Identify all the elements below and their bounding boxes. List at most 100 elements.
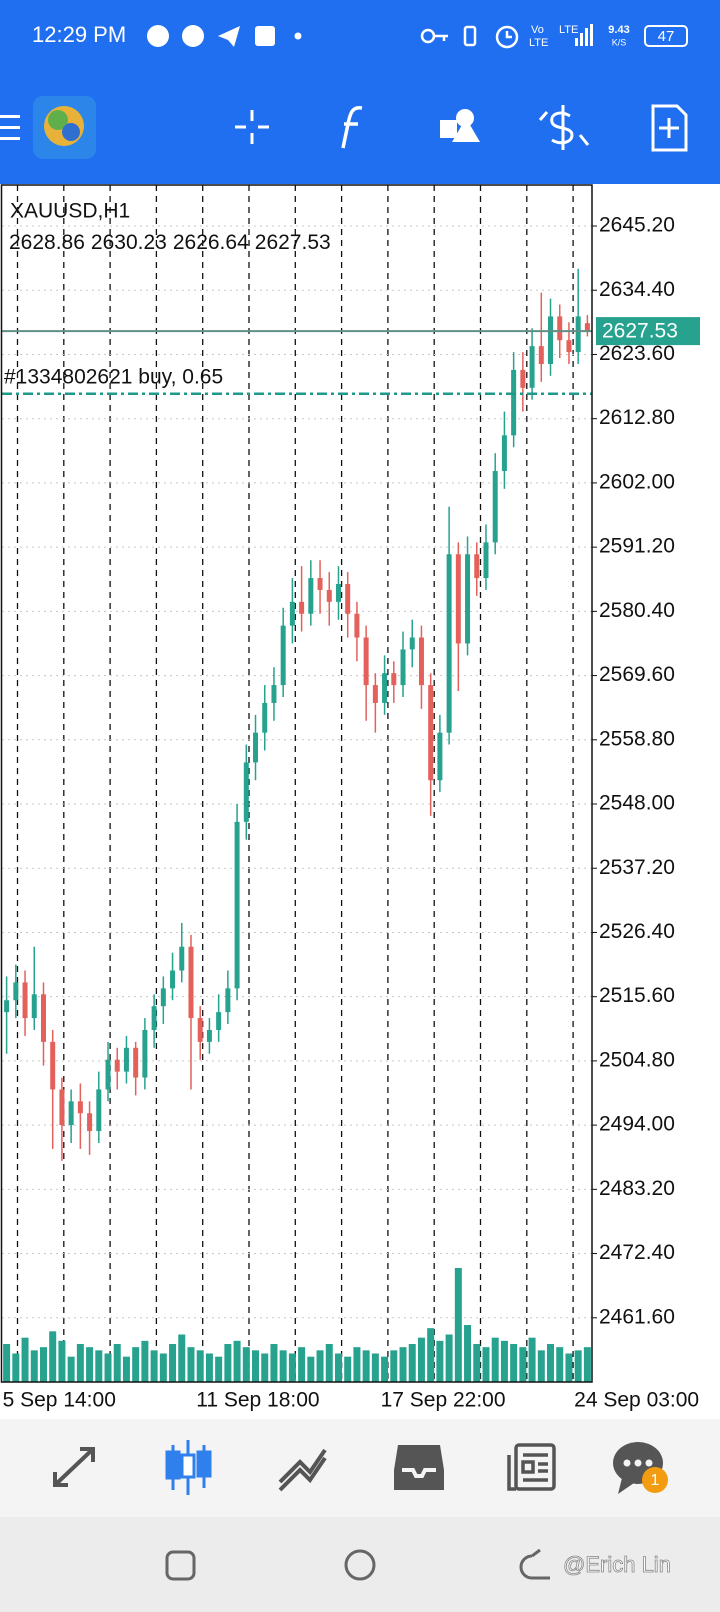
volume-bar xyxy=(169,1344,177,1382)
candle-body xyxy=(262,702,268,733)
status-lte: LTE xyxy=(559,24,578,36)
candle-body xyxy=(234,821,240,989)
quotes-tab[interactable] xyxy=(53,1447,95,1487)
chart: 2645.20 2634.40 2623.60 2612.80 2602.00 2591.… xyxy=(0,184,700,1412)
candle-body xyxy=(446,554,452,733)
candle-body xyxy=(253,732,259,763)
volume-bar xyxy=(307,1356,315,1382)
candle-body xyxy=(483,542,489,579)
y-tick-label: 2591.20 xyxy=(599,535,675,558)
nav-recents[interactable] xyxy=(165,1550,196,1581)
y-tick-label: 2526.40 xyxy=(599,920,675,943)
candle-body xyxy=(428,685,434,781)
news-tab[interactable] xyxy=(507,1443,556,1491)
volume-bar xyxy=(500,1340,508,1382)
volume-bar xyxy=(261,1353,269,1382)
y-tick-label: 2623.60 xyxy=(599,342,675,365)
volume-bar xyxy=(528,1337,536,1382)
candle-body xyxy=(538,346,544,364)
ohlc-readout: 2628.86 2630.23 2626.64 2627.53 xyxy=(9,231,331,254)
candle-body xyxy=(289,601,295,626)
volume-bar xyxy=(205,1353,213,1382)
volume-bar xyxy=(565,1353,573,1382)
volume-bar xyxy=(132,1347,140,1382)
candle-body xyxy=(382,673,388,703)
chart-area xyxy=(0,184,720,1419)
volume-bar xyxy=(371,1353,379,1382)
candle-body xyxy=(511,369,517,436)
candle-body xyxy=(151,1006,157,1030)
menu-button[interactable] xyxy=(0,115,20,140)
chart-title: XAUUSD,H1 xyxy=(10,200,130,223)
volume-bar xyxy=(427,1328,435,1382)
y-tick-label: 2515.60 xyxy=(599,984,675,1007)
volume-bar xyxy=(3,1344,11,1382)
volume-bar xyxy=(399,1347,407,1382)
y-tick-label: 2569.60 xyxy=(599,663,675,686)
volume-bar xyxy=(445,1334,453,1382)
volume-bar xyxy=(252,1350,260,1382)
volume-bar xyxy=(362,1350,370,1382)
volume-bar xyxy=(288,1353,296,1382)
volume-bar xyxy=(353,1347,361,1382)
y-tick-label: 2634.40 xyxy=(599,278,675,301)
candle-body xyxy=(40,994,46,1042)
status-volte-bottom: LTE xyxy=(529,37,548,49)
crosshair-button[interactable] xyxy=(235,110,269,144)
trade-button[interactable] xyxy=(538,105,590,150)
indicators-button[interactable] xyxy=(341,105,363,149)
candle-body xyxy=(529,346,535,388)
y-tick-label: 2537.20 xyxy=(599,856,675,879)
volume-bar xyxy=(537,1350,545,1382)
messages-tab[interactable] xyxy=(613,1442,668,1494)
volume-bar xyxy=(150,1350,158,1382)
candle-body xyxy=(68,1101,74,1126)
ohlc-high: 2630.23 xyxy=(91,231,167,254)
objects-button[interactable] xyxy=(440,109,480,142)
volume-bar xyxy=(454,1268,462,1382)
candle-body xyxy=(206,1029,212,1042)
candle-body xyxy=(114,1059,120,1072)
candle-body xyxy=(142,1029,148,1078)
candle-body xyxy=(170,970,176,989)
new-order-button[interactable] xyxy=(651,104,688,152)
candle-body xyxy=(133,1047,139,1078)
volume-bar xyxy=(196,1350,204,1382)
messages-badge: 1 xyxy=(651,1472,660,1489)
volume-bar xyxy=(473,1344,481,1382)
candle-body xyxy=(409,637,415,650)
status-time: 12:29 PM xyxy=(32,22,126,47)
volume-bar xyxy=(390,1350,398,1382)
status-notification-icons xyxy=(147,25,302,47)
trade-tab[interactable] xyxy=(278,1448,327,1492)
volume-bar xyxy=(30,1350,38,1382)
volume-bar xyxy=(233,1340,241,1382)
nav-back[interactable] xyxy=(519,1548,550,1580)
candle-body xyxy=(197,1018,203,1042)
volume-bar xyxy=(113,1344,121,1382)
price-tag xyxy=(596,317,700,346)
volume-bar xyxy=(242,1347,250,1382)
chart-frame xyxy=(0,184,593,1383)
candle-body xyxy=(271,685,277,703)
history-tab[interactable] xyxy=(394,1445,444,1490)
nav-home[interactable] xyxy=(344,1549,376,1581)
status-speed-unit: K/S xyxy=(612,37,627,47)
y-tick-label: 2483.20 xyxy=(599,1177,675,1200)
volume-bar xyxy=(344,1356,352,1382)
volume-bar xyxy=(86,1347,94,1382)
candle-body xyxy=(188,946,194,1019)
volume-bar xyxy=(334,1353,342,1382)
chart-tab[interactable] xyxy=(165,1440,212,1495)
candle-body xyxy=(455,554,461,644)
bottom-toolbar xyxy=(0,1419,720,1517)
volume-bar xyxy=(464,1325,472,1382)
volume-bar xyxy=(76,1344,84,1382)
volume-bar xyxy=(159,1353,167,1382)
app-logo[interactable] xyxy=(33,96,96,159)
volume-bar xyxy=(104,1353,112,1382)
volume-bar xyxy=(583,1347,591,1382)
y-tick-label: 2580.40 xyxy=(599,599,675,622)
